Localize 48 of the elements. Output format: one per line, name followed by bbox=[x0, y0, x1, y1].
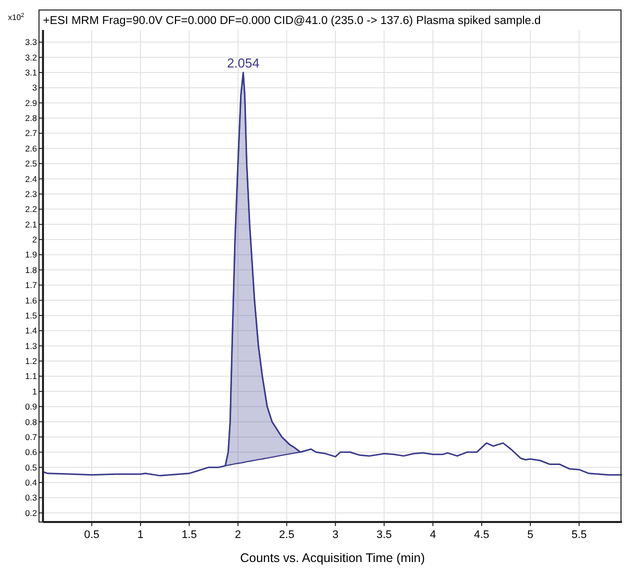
y-tick-label: 3 bbox=[32, 82, 38, 93]
x-tick-label: 2.5 bbox=[279, 529, 294, 541]
x-tick-label: 1.5 bbox=[182, 529, 197, 541]
y-tick-label: 2.4 bbox=[25, 174, 38, 184]
x-tick-label: 1 bbox=[137, 529, 144, 541]
y-tick-label: 2.9 bbox=[25, 98, 38, 108]
y-tick-label: 1.7 bbox=[25, 280, 38, 290]
x-tick-label: 3.5 bbox=[376, 529, 392, 541]
y-tick-label: 2.6 bbox=[25, 143, 38, 154]
y-tick-label: 2.2 bbox=[25, 204, 38, 214]
x-tick-label: 4 bbox=[430, 529, 436, 541]
y-tick-label: 1.8 bbox=[25, 264, 38, 275]
y-tick-label: 2.3 bbox=[25, 188, 38, 199]
x-tick-label: 2 bbox=[234, 529, 242, 541]
y-tick-label: 1.3 bbox=[25, 340, 38, 351]
y-tick-label: 1 bbox=[32, 386, 38, 396]
y-tick-label: 0.4 bbox=[25, 477, 38, 488]
x-tick-label: 3 bbox=[332, 529, 338, 541]
y-tick-label: 2.1 bbox=[25, 219, 38, 230]
y-tick-label: 3.2 bbox=[25, 52, 38, 62]
annotation: 2.054 bbox=[226, 56, 260, 71]
y-tick-label: 0.5 bbox=[25, 462, 38, 472]
y-tick-label: 0.8 bbox=[25, 416, 38, 427]
y-tick-label: 3.1 bbox=[25, 67, 38, 78]
y-tick-label: 0.3 bbox=[25, 492, 38, 503]
y-tick-label: 1.4 bbox=[25, 326, 38, 336]
line-series bbox=[42, 72, 623, 476]
y-tick-label: 1.2 bbox=[25, 356, 38, 366]
x-tick-label: 5 bbox=[527, 529, 534, 541]
x-tick-label: 0.5 bbox=[84, 529, 100, 541]
x-tick-label: 5.5 bbox=[571, 529, 587, 541]
y-tick-label: 2.7 bbox=[25, 128, 38, 138]
y-axis-title: x10$^{2}$ bbox=[8, 12, 25, 22]
x-axis-title: Counts vs. Acquisition Time (min) bbox=[240, 551, 425, 565]
y-tick-label: 2 bbox=[32, 234, 38, 245]
y-tick-label: 0.6 bbox=[25, 447, 38, 458]
y-tick-label: 2.8 bbox=[25, 113, 38, 124]
y-tick-label: 1.5 bbox=[25, 310, 38, 320]
x-tick-label: 4.5 bbox=[474, 529, 490, 541]
y-tick-label: 1.9 bbox=[25, 250, 38, 260]
y-tick-label: 0.2 bbox=[25, 508, 38, 518]
y-tick-label: 3.3 bbox=[25, 37, 38, 48]
y-tick-label: 1.1 bbox=[25, 371, 38, 382]
y-tick-label: 0.9 bbox=[25, 402, 38, 412]
y-tick-label: 0.7 bbox=[25, 432, 38, 442]
y-tick-label: 1.6 bbox=[25, 295, 38, 306]
y-tick-label: 2.5 bbox=[25, 158, 38, 169]
chart-title: +ESI MRM Frag=90.0V CF=0.000 DF=0.000 CID@41.0 (235.0 -> 137.6) Plasma spiked sample.d bbox=[43, 15, 541, 27]
